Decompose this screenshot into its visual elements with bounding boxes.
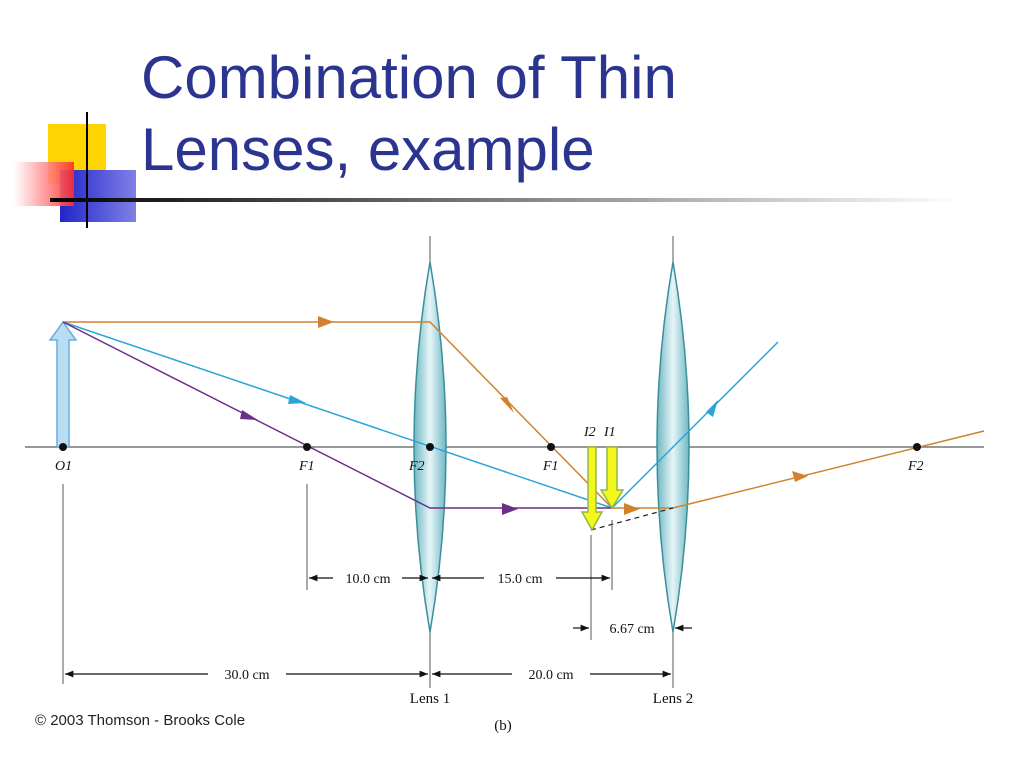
label-f2-left: F2: [408, 459, 425, 474]
object-arrow: [48, 320, 78, 448]
orange-ray-arrow-4: [792, 471, 808, 482]
dim-20-label: 20.0 cm: [528, 668, 573, 683]
label-i1: I1: [603, 425, 616, 440]
dim-10-label: 10.0 cm: [345, 572, 390, 587]
dim-30-label: 30.0 cm: [224, 668, 269, 683]
orange-ray-arrow-1: [318, 316, 334, 328]
point-f1-left: [303, 443, 311, 451]
blue-ray-arrow-2: [706, 400, 718, 417]
panel-label: (b): [494, 718, 512, 734]
title-line-1: Combination of Thin: [141, 44, 677, 111]
label-f1-right: F1: [542, 459, 559, 474]
title-underline: [50, 198, 960, 202]
orange-ray-arrow-3: [624, 503, 640, 515]
label-f1-left: F1: [298, 459, 315, 474]
lens2-label: Lens 2: [653, 691, 693, 707]
purple-ray-arrow-2: [502, 503, 518, 515]
point-f2-left: [426, 443, 434, 451]
slide-title: Combination of Thin Lenses, example: [141, 42, 1001, 186]
point-o1: [59, 443, 67, 451]
orange-ray: [63, 321, 985, 509]
copyright-text: © 2003 Thomson - Brooks Cole: [35, 712, 246, 729]
lens1-label: Lens 1: [410, 691, 450, 707]
point-f1-right: [547, 443, 555, 451]
point-f2-right: [913, 443, 921, 451]
title-line-2: Lenses, example: [141, 116, 595, 183]
blue-ray-arrow-1: [288, 395, 306, 404]
image-i2-arrow: [580, 446, 604, 532]
label-i2: I2: [583, 425, 596, 440]
dim-15-label: 15.0 cm: [497, 572, 542, 587]
label-f2-right: F2: [907, 459, 924, 474]
dim-667-label: 6.67 cm: [609, 622, 654, 637]
label-o1: O1: [55, 459, 72, 474]
purple-ray-arrow-1: [240, 410, 258, 420]
purple-ray: [62, 321, 612, 509]
image-i1-arrow: [599, 446, 625, 510]
orange-ray-arrow-2: [500, 397, 514, 413]
title-decoration: [14, 112, 960, 228]
